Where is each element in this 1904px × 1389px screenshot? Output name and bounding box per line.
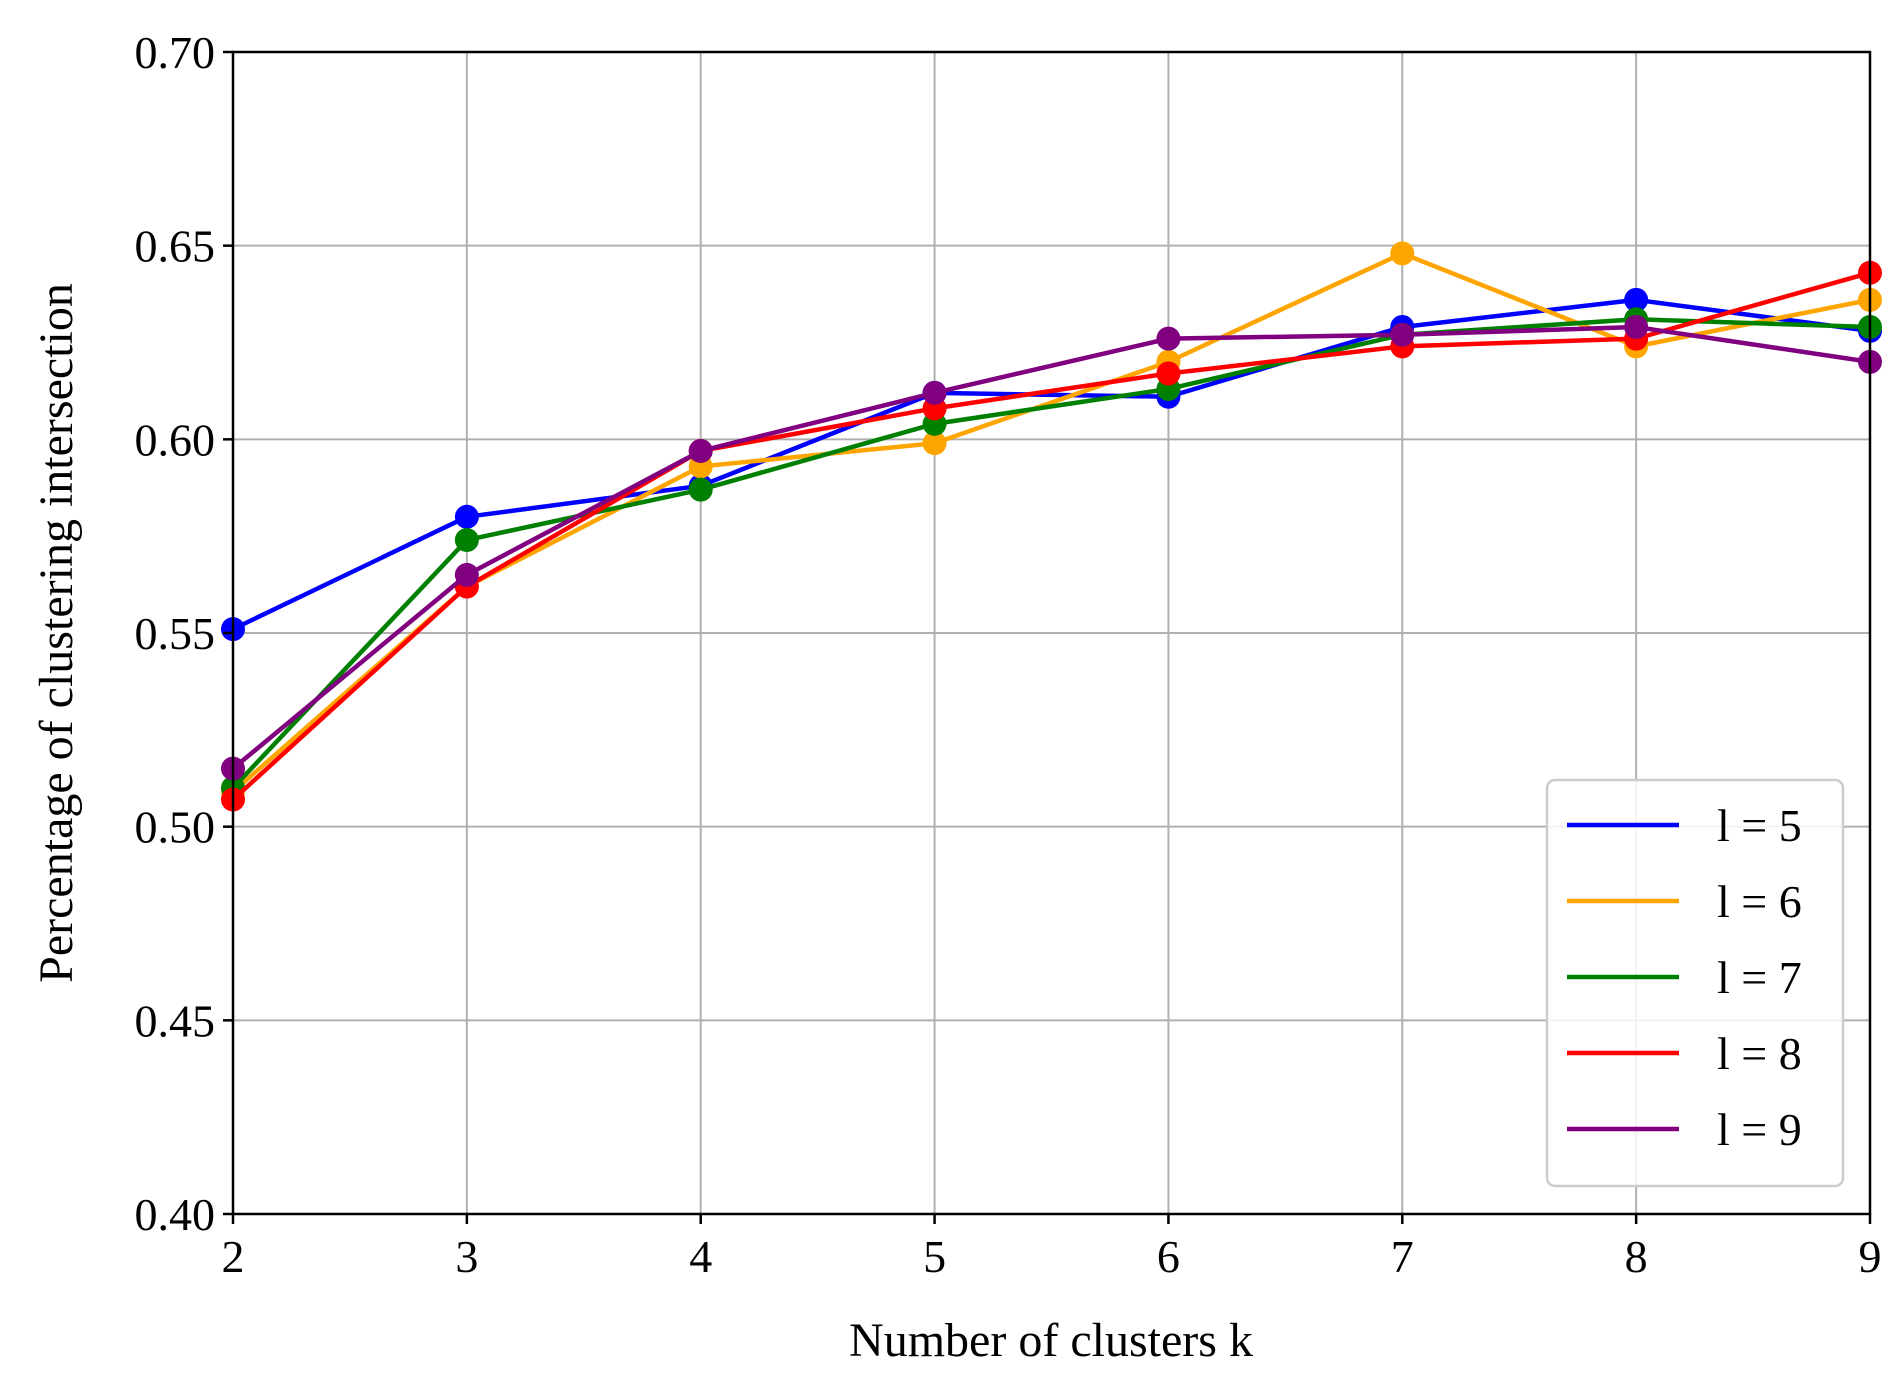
legend-label: l = 5 (1717, 800, 1802, 851)
data-point (1390, 322, 1415, 347)
legend-label: l = 6 (1717, 876, 1802, 927)
y-tick-label: 0.55 (135, 608, 216, 659)
data-point (922, 380, 947, 405)
y-axis-label: Percentage of clustering intersection (30, 283, 83, 983)
y-tick-label: 0.65 (135, 221, 216, 272)
data-point (688, 438, 713, 463)
x-tick-label: 6 (1157, 1231, 1180, 1282)
legend-box (1545, 778, 1845, 1188)
legend: l = 5 l = 6 l = 7 l = 8 l = 9 (1545, 778, 1845, 1188)
legend-label: l = 7 (1717, 952, 1802, 1003)
legend-label: l = 9 (1717, 1104, 1802, 1155)
x-tick-label: 2 (222, 1231, 245, 1282)
legend-label: l = 8 (1717, 1028, 1802, 1079)
y-tick-label: 0.70 (135, 27, 216, 78)
series-line (231, 251, 1871, 794)
series-line (231, 270, 1871, 802)
y-tick-label: 0.50 (135, 802, 216, 853)
data-point (688, 477, 713, 502)
axis-ticks: 2 3 4 5 6 7 8 9 0.40 0.45 0.50 0.55 0.60 0.65 0.70 (135, 27, 1882, 1282)
data-point (1624, 315, 1649, 340)
x-tick-label: 8 (1625, 1231, 1648, 1282)
series-line (232, 297, 1871, 632)
x-tick-label: 5 (923, 1231, 946, 1282)
x-tick-label: 3 (455, 1231, 478, 1282)
data-point (454, 504, 479, 529)
series-line (231, 324, 1871, 771)
y-tick-label: 0.60 (135, 414, 216, 465)
legend-item: l = 7 (1567, 952, 1802, 1003)
data-point (922, 431, 947, 456)
data-point (1624, 287, 1649, 312)
legend-item: l = 5 (1567, 800, 1802, 851)
y-tick-label: 0.45 (135, 995, 216, 1046)
series-line (231, 317, 1871, 790)
legend-item: l = 8 (1567, 1028, 1802, 1079)
data-point (454, 562, 479, 587)
data-point (454, 528, 479, 553)
data-point (1390, 241, 1415, 266)
x-axis-label: Number of clusters k (849, 1314, 1253, 1367)
y-tick-label: 0.40 (135, 1189, 216, 1240)
data-point (1156, 361, 1181, 386)
series-3 (221, 307, 1882, 800)
legend-item: l = 9 (1567, 1104, 1802, 1155)
x-tick-label: 4 (689, 1231, 712, 1282)
x-tick-label: 9 (1859, 1231, 1882, 1282)
legend-item: l = 6 (1567, 876, 1802, 927)
x-tick-label: 7 (1391, 1231, 1414, 1282)
data-point (1156, 326, 1181, 351)
series-group (221, 241, 1882, 812)
